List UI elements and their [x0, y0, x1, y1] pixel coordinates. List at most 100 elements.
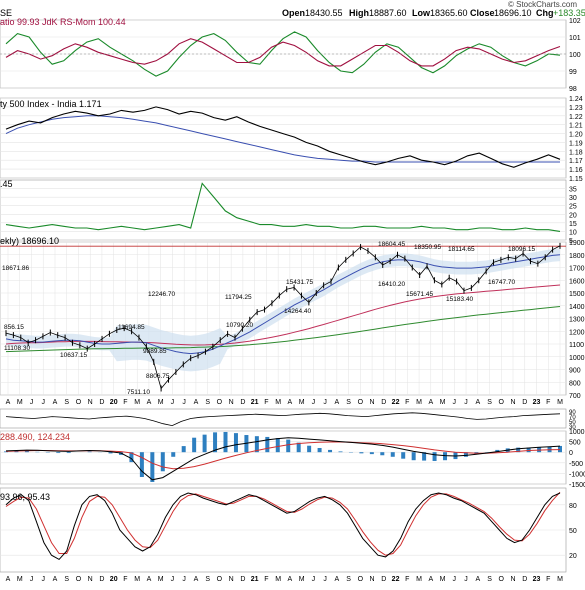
annotation-layer: 18671.86 18604.45 18350.95 18114.65 18096.15…	[2, 241, 535, 396]
x-tick-label-bottom: D	[381, 576, 386, 583]
y-tick-label: 500	[569, 440, 581, 447]
price-annotation: 18350.95	[414, 244, 441, 251]
series-macd	[5, 437, 561, 481]
symbol-tail: SE	[0, 8, 12, 18]
x-tick-label-bottom: M	[416, 576, 422, 583]
x-tick-label: J	[453, 399, 457, 406]
y-tick-label: 1.15	[569, 176, 583, 183]
y-tick-label: 1700	[569, 266, 585, 273]
x-tick-label: A	[147, 399, 152, 406]
close-label: Close	[470, 8, 495, 18]
x-tick-labels: A M J J A S O N D 20 F M A M J J A S O N D 21 F M A M J J A S O N D 22 F M A…	[6, 399, 563, 583]
series-ratio	[5, 106, 561, 168]
y-tick-label: 99	[569, 69, 577, 76]
panel-labels: atio 99.93 JdK RS-Mom 100.44 ty 500 Inde…	[0, 17, 126, 502]
price-annotation: 12246.70	[148, 291, 175, 298]
rrg-label: atio 99.93 JdK RS-Mom 100.44	[0, 17, 126, 27]
x-tick-label: 23	[533, 399, 541, 406]
x-tick-label-bottom: J	[41, 576, 45, 583]
x-tick-label: F	[546, 399, 550, 406]
y-tick-label: -500	[569, 461, 583, 468]
x-tick-label-bottom: N	[370, 576, 375, 583]
series-stoch-d	[5, 491, 561, 556]
x-tick-label: 21	[251, 399, 259, 406]
x-tick-label: A	[428, 399, 433, 406]
x-tick-label: A	[475, 399, 480, 406]
price-annotation: 15431.75	[286, 279, 313, 286]
x-tick-label: S	[205, 399, 210, 406]
price-annotation: 16747.70	[488, 279, 515, 286]
x-tick-label: M	[17, 399, 23, 406]
x-tick-label-bottom: 20	[110, 576, 118, 583]
y-tick-label: 1200	[569, 329, 585, 336]
y-tick-label: 1100	[569, 342, 584, 349]
high-label: High	[349, 8, 369, 18]
price-annotation: 856.15	[4, 324, 24, 331]
x-tick-label: 22	[392, 399, 400, 406]
bollinger-band	[6, 248, 560, 372]
y-tick-label: 25	[569, 204, 577, 211]
x-tick-label: N	[88, 399, 93, 406]
x-tick-label: M	[275, 399, 281, 406]
chg-label: Chg	[536, 8, 554, 18]
x-tick-label-bottom: D	[99, 576, 104, 583]
price-annotation: 18671.86	[2, 265, 29, 272]
y-tick-label: 101	[569, 35, 581, 42]
x-tick-label-bottom: N	[229, 576, 234, 583]
x-tick-label-bottom: S	[64, 576, 69, 583]
y-tick-label: 35	[569, 187, 577, 194]
price-annotation: 7511.10	[127, 389, 150, 396]
y-tick-label: 80	[569, 503, 577, 510]
y-tick-label: -1000	[569, 471, 585, 478]
x-tick-label: O	[358, 399, 364, 406]
x-tick-label-bottom: J	[453, 576, 457, 583]
vol-label: .45	[0, 179, 13, 189]
x-tick-label-bottom: D	[240, 576, 245, 583]
panel-frame-rsi	[0, 408, 567, 429]
x-tick-label: J	[312, 399, 316, 406]
stoch-label: 93.96, 95.43	[0, 492, 50, 502]
x-tick-label-bottom: O	[217, 576, 223, 583]
x-tick-label-bottom: 23	[533, 576, 541, 583]
x-tick-label-bottom: F	[264, 576, 268, 583]
y-tick-label: 1.16	[569, 167, 583, 174]
x-tick-label: M	[299, 399, 305, 406]
price-annotation: 11108.30	[4, 345, 31, 352]
y-tick-label: 1.19	[569, 140, 583, 147]
header: SE Open 18430.55 High 18887.60 Low 18365…	[0, 0, 585, 18]
x-tick-label-bottom: N	[510, 576, 515, 583]
series-signal	[5, 441, 561, 470]
x-tick-label-bottom: S	[487, 576, 492, 583]
y-tick-label: 900	[569, 368, 581, 375]
close-value: 18696.10	[494, 8, 532, 18]
series-close	[5, 245, 561, 390]
x-tick-label-bottom: M	[134, 576, 140, 583]
x-tick-label: 20	[110, 399, 118, 406]
x-tick-label-bottom: F	[405, 576, 409, 583]
price-annotation: 15183.40	[446, 296, 473, 303]
watermark: © StockCharts.com	[508, 0, 577, 9]
x-tick-label-bottom: O	[76, 576, 82, 583]
x-tick-label-bottom: 21	[251, 576, 259, 583]
x-tick-label: O	[499, 399, 505, 406]
y-tick-label: 1800	[569, 253, 585, 260]
high-value: 18887.60	[369, 8, 407, 18]
x-tick-label: J	[182, 399, 186, 406]
x-tick-label: J	[323, 399, 327, 406]
y-tick-label: 100	[569, 52, 581, 59]
open-value: 18430.55	[305, 8, 343, 18]
x-tick-label: M	[557, 399, 563, 406]
x-tick-label-bottom: M	[275, 576, 281, 583]
y-tick-label: 50	[569, 528, 577, 535]
x-tick-label: D	[522, 399, 527, 406]
y-tick-label: 800	[569, 380, 581, 387]
price-annotation: 18604.45	[378, 241, 405, 248]
x-tick-label: A	[335, 399, 340, 406]
price-annotation: 10637.15	[60, 352, 87, 359]
x-tick-label: S	[487, 399, 492, 406]
x-tick-label: D	[381, 399, 386, 406]
y-tick-label: 30	[569, 425, 576, 431]
series-indicator	[5, 182, 561, 232]
y-tick-label: 1.24	[569, 96, 583, 103]
x-tick-label-bottom: N	[88, 576, 93, 583]
